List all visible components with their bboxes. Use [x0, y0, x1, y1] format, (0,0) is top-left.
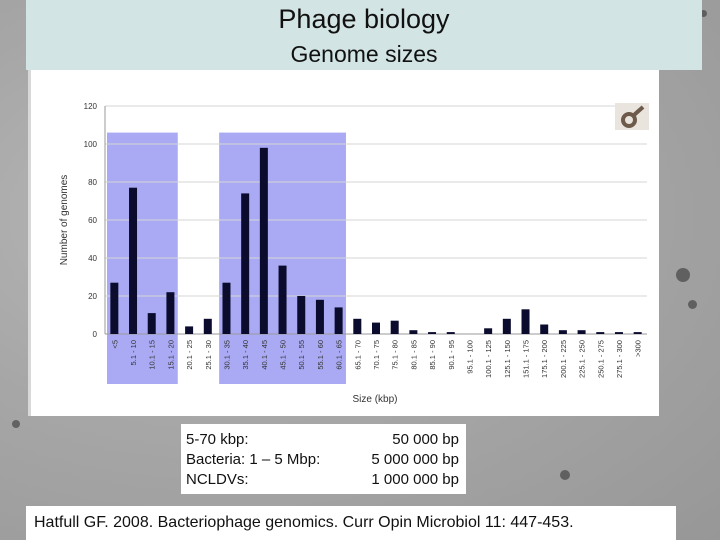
x-tick-label: 225.1 - 250: [578, 340, 587, 378]
y-tick-label: 20: [88, 292, 97, 301]
x-tick-label: <5: [110, 340, 119, 349]
bar: [428, 332, 437, 334]
bar: [110, 282, 119, 334]
info-label: Bacteria: 1 – 5 Mbp:: [186, 451, 321, 468]
bar: [353, 318, 362, 334]
x-tick-label: 100.1 - 125: [484, 340, 493, 378]
bar: [372, 322, 380, 334]
background-speck: [700, 10, 707, 17]
x-tick-label: 5.1 - 10: [129, 340, 138, 365]
bar: [147, 313, 156, 334]
x-tick-label: 55.1 - 60: [316, 340, 325, 370]
x-tick-label: 85.1 - 90: [428, 340, 437, 370]
bar: [166, 292, 175, 334]
slide-subtitle: Genome sizes: [290, 41, 438, 67]
info-value: 1 000 000 bp: [371, 471, 459, 488]
bar: [540, 324, 549, 334]
logo-icon-arrow: [632, 105, 645, 117]
bar: [315, 299, 324, 334]
bar: [278, 265, 287, 334]
slide-title: Phage biology: [278, 4, 450, 34]
x-tick-label: 200.1 - 225: [559, 340, 568, 378]
x-tick-label: 15.1 - 20: [166, 340, 175, 370]
bar: [409, 330, 418, 334]
genome-size-info-box: 5-70 kbp: 50 000 bp Bacteria: 1 – 5 Mbp:…: [181, 424, 466, 494]
x-tick-label: 95.1 - 100: [465, 340, 474, 374]
x-tick-label: 25.1 - 30: [204, 340, 213, 370]
x-tick-label: 45.1 - 50: [279, 340, 288, 370]
y-tick-label: 100: [84, 140, 98, 149]
bar: [633, 332, 642, 334]
y-tick-label: 120: [84, 102, 98, 111]
background-speck: [560, 470, 570, 480]
bar: [614, 332, 623, 334]
x-tick-label: 30.1 - 35: [222, 340, 231, 370]
bar: [558, 330, 567, 334]
logo-icon: [621, 112, 637, 128]
x-tick-label: 70.1 - 75: [372, 340, 381, 370]
y-tick-label: 0: [93, 330, 98, 339]
y-tick-label: 40: [88, 254, 97, 263]
y-axis-label: Number of genomes: [59, 175, 70, 266]
info-row: 5-70 kbp: 50 000 bp: [186, 430, 459, 449]
x-tick-label: 250.1 - 275: [596, 340, 605, 378]
bar: [241, 193, 250, 334]
x-axis-label: Size (kbp): [352, 394, 397, 405]
bar: [222, 282, 231, 334]
bar: [390, 320, 399, 334]
info-label: NCLDVs:: [186, 471, 249, 488]
bar: [259, 147, 268, 334]
bar: [129, 187, 138, 334]
x-tick-label: 90.1 - 95: [447, 340, 456, 370]
x-tick-label: 151.1 - 175: [522, 340, 531, 378]
x-tick-label: 60.1 - 65: [335, 340, 344, 370]
bar: [334, 307, 343, 334]
bar: [446, 332, 455, 334]
bar: [577, 330, 586, 334]
x-tick-label: 175.1 - 200: [540, 340, 549, 378]
bar: [203, 318, 212, 334]
bar: [185, 326, 194, 334]
bar: [521, 309, 530, 334]
chart-panel: 0 20 40 60 80 100 120 <5 5.1 - 10 10.1 - 15 15.1 -…: [28, 70, 659, 416]
bar: [484, 328, 493, 334]
y-tick-label: 80: [88, 178, 97, 187]
bar: [297, 296, 306, 334]
title-banner: Phage biology Genome sizes: [26, 0, 702, 70]
background-speck: [676, 268, 690, 282]
bar: [596, 332, 605, 334]
background-speck: [12, 420, 20, 428]
info-row: NCLDVs: 1 000 000 bp: [186, 470, 459, 489]
y-tick-label: 60: [88, 216, 97, 225]
x-tick-label: 75.1 - 80: [391, 340, 400, 370]
x-tick-label: 35.1 - 40: [241, 340, 250, 370]
x-tick-label: 40.1 - 45: [260, 340, 269, 370]
x-tick-label: 80.1 - 85: [409, 340, 418, 370]
info-label: 5-70 kbp:: [186, 431, 249, 448]
x-tick-label: >300: [634, 340, 643, 357]
info-row: Bacteria: 1 – 5 Mbp: 5 000 000 bp: [186, 450, 459, 469]
x-tick-label: 20.1 - 25: [185, 340, 194, 370]
info-value: 5 000 000 bp: [371, 451, 459, 468]
info-value: 50 000 bp: [392, 431, 459, 448]
x-tick-label: 50.1 - 55: [297, 340, 306, 370]
background-speck: [688, 300, 697, 309]
x-tick-label: 275.1 - 300: [615, 340, 624, 378]
x-tick-label: 125.1 - 150: [503, 340, 512, 378]
x-tick-label: 10.1 - 15: [148, 340, 157, 370]
reference-citation: Hatfull GF. 2008. Bacteriophage genomics…: [26, 506, 676, 540]
x-tick-label: 65.1 - 70: [353, 340, 362, 370]
bar: [502, 318, 511, 334]
genome-size-bar-chart: 0 20 40 60 80 100 120 <5 5.1 - 10 10.1 - 15 15.1 -…: [59, 102, 649, 405]
